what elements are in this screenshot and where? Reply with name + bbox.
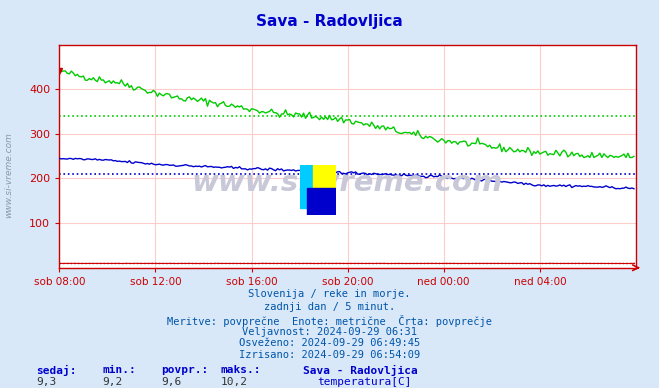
Bar xyxy=(300,165,324,208)
Text: 9,3: 9,3 xyxy=(36,377,57,387)
Text: Meritve: povprečne  Enote: metrične  Črta: povprečje: Meritve: povprečne Enote: metrične Črta:… xyxy=(167,315,492,327)
Text: Veljavnost: 2024-09-29 06:31: Veljavnost: 2024-09-29 06:31 xyxy=(242,327,417,337)
Text: 9,6: 9,6 xyxy=(161,377,182,387)
Text: Sava - Radovljica: Sava - Radovljica xyxy=(303,365,418,376)
Text: povpr.:: povpr.: xyxy=(161,365,209,375)
Bar xyxy=(307,188,336,215)
Text: Osveženo: 2024-09-29 06:49:45: Osveženo: 2024-09-29 06:49:45 xyxy=(239,338,420,348)
Text: maks.:: maks.: xyxy=(221,365,261,375)
Text: min.:: min.: xyxy=(102,365,136,375)
Bar xyxy=(312,165,336,198)
Text: sedaj:: sedaj: xyxy=(36,365,76,376)
Text: www.si-vreme.com: www.si-vreme.com xyxy=(4,132,13,218)
Text: Slovenija / reke in morje.: Slovenija / reke in morje. xyxy=(248,289,411,299)
Text: www.si-vreme.com: www.si-vreme.com xyxy=(192,169,503,197)
Text: temperatura[C]: temperatura[C] xyxy=(318,377,412,387)
Text: Izrisano: 2024-09-29 06:54:09: Izrisano: 2024-09-29 06:54:09 xyxy=(239,350,420,360)
Text: 9,2: 9,2 xyxy=(102,377,123,387)
Text: zadnji dan / 5 minut.: zadnji dan / 5 minut. xyxy=(264,302,395,312)
Text: Sava - Radovljica: Sava - Radovljica xyxy=(256,14,403,29)
Text: 10,2: 10,2 xyxy=(221,377,248,387)
